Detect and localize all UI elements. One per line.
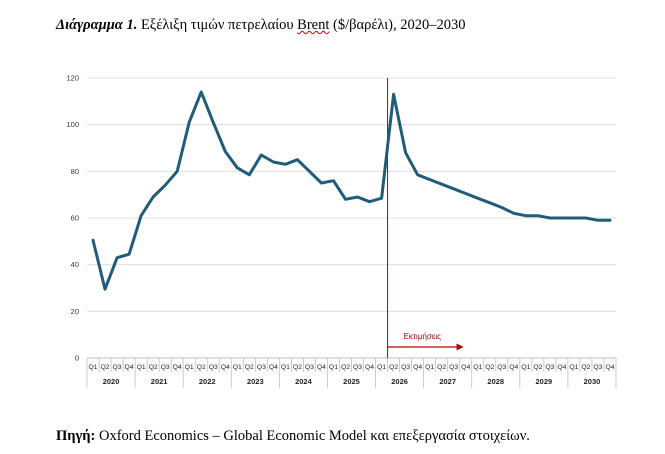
quarter-label: Q1 (329, 364, 338, 371)
series-line (91, 90, 612, 291)
quarter-label: Q1 (88, 364, 97, 371)
caption-text-after: ($/βαρέλι), 2020–2030 (329, 17, 466, 33)
year-label: 2028 (487, 377, 504, 386)
year-label: 2024 (295, 377, 313, 386)
quarter-label: Q1 (377, 364, 386, 371)
caption-label: Διάγραμμα 1. (56, 17, 138, 33)
quarter-label: Q4 (461, 364, 470, 371)
quarter-label: Q3 (209, 364, 218, 371)
quarter-label: Q3 (161, 364, 170, 371)
quarter-label: Q1 (569, 364, 578, 371)
quarter-label: Q2 (293, 364, 302, 371)
year-label: 2030 (584, 377, 601, 386)
quarter-label: Q3 (257, 364, 266, 371)
chart-caption: Διάγραμμα 1. Εξέλιξη τιμών πετρελαίου Br… (56, 17, 466, 34)
chart-source: Πηγή: Oxford Economics – Global Economic… (56, 428, 530, 445)
quarter-label: Q1 (185, 364, 194, 371)
quarter-label: Q2 (437, 364, 446, 371)
quarter-label: Q2 (149, 364, 158, 371)
y-tick-label: 40 (71, 260, 79, 269)
year-label: 2025 (343, 377, 360, 386)
quarter-label: Q4 (413, 364, 422, 371)
quarter-label: Q1 (281, 364, 290, 371)
caption-text-before: Εξέλιξη τιμών πετρελαίου (137, 17, 298, 33)
quarter-label: Q4 (221, 364, 230, 371)
quarter-label: Q1 (521, 364, 530, 371)
quarter-label: Q4 (365, 364, 374, 371)
quarter-label: Q4 (173, 364, 182, 371)
quarter-label: Q2 (533, 364, 542, 371)
y-tick-label: 60 (71, 214, 79, 223)
y-tick-label: 120 (66, 74, 79, 83)
quarter-label: Q1 (137, 364, 146, 371)
year-label: 2027 (439, 377, 456, 386)
quarter-label: Q3 (449, 364, 458, 371)
quarter-label: Q3 (593, 364, 602, 371)
quarter-label: Q4 (605, 364, 614, 371)
quarter-label: Q4 (557, 364, 566, 371)
year-label: 2023 (247, 377, 264, 386)
quarter-label: Q1 (233, 364, 242, 371)
year-label: 2022 (199, 377, 216, 386)
quarter-label: Q3 (353, 364, 362, 371)
quarter-label: Q2 (100, 364, 109, 371)
quarter-label: Q2 (245, 364, 254, 371)
quarter-label: Q4 (125, 364, 134, 371)
quarter-label: Q2 (485, 364, 494, 371)
y-tick-label: 100 (66, 120, 79, 129)
source-text: Oxford Economics – Global Economic Model… (95, 428, 530, 444)
quarter-label: Q4 (509, 364, 518, 371)
quarter-label: Q3 (545, 364, 554, 371)
year-label: 2020 (103, 377, 120, 386)
quarter-label: Q1 (425, 364, 434, 371)
quarter-label: Q2 (341, 364, 350, 371)
quarter-label: Q2 (197, 364, 206, 371)
forecast-arrow-head (456, 343, 464, 351)
year-label: 2026 (391, 377, 408, 386)
quarter-label: Q3 (305, 364, 314, 371)
y-tick-label: 0 (75, 354, 79, 363)
caption-brent: Brent (297, 17, 330, 33)
source-label: Πηγή: (56, 428, 96, 444)
y-tick-label: 80 (71, 167, 79, 176)
quarter-label: Q3 (113, 364, 122, 371)
year-label: 2021 (151, 377, 168, 386)
y-tick-label: 20 (71, 307, 79, 316)
quarter-label: Q3 (401, 364, 410, 371)
quarter-label: Q2 (389, 364, 398, 371)
quarter-label: Q4 (269, 364, 278, 371)
quarter-label: Q1 (473, 364, 482, 371)
forecast-annotation: Εκτιμήσεις (404, 332, 442, 341)
year-label: 2029 (536, 377, 553, 386)
quarter-label: Q2 (581, 364, 590, 371)
quarter-label: Q4 (317, 364, 326, 371)
quarter-label: Q3 (497, 364, 506, 371)
